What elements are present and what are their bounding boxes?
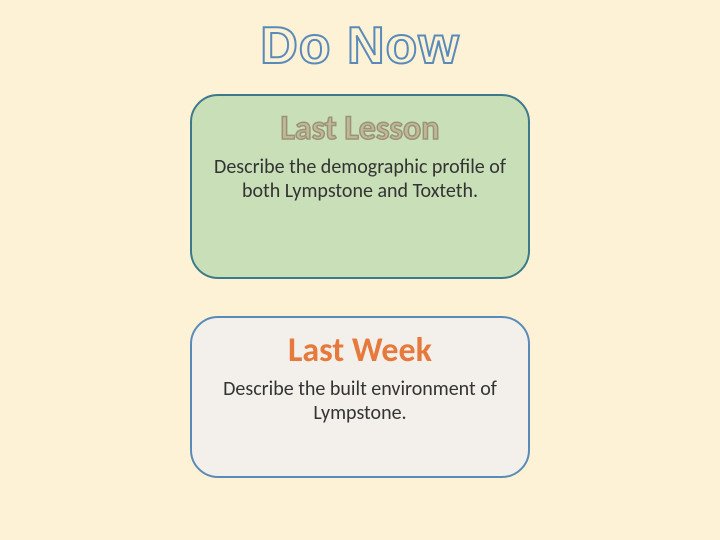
card-last-lesson-body: Describe the demographic profile of both… (212, 155, 508, 203)
card-last-week: Last Week Describe the built environment… (190, 316, 530, 478)
card-last-week-body: Describe the built environment of Lympst… (212, 377, 508, 425)
card-last-week-title: Last Week (212, 330, 508, 371)
card-last-lesson-title: Last Lesson (212, 108, 508, 149)
card-last-lesson: Last Lesson Describe the demographic pro… (190, 94, 530, 279)
page-title: Do Now (0, 16, 720, 76)
